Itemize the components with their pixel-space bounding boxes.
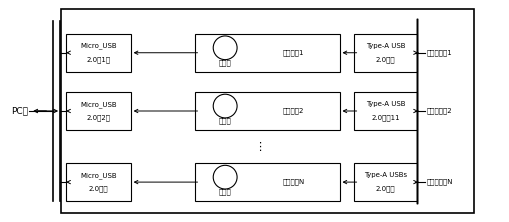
Circle shape — [213, 165, 237, 189]
Text: 2.0接1口: 2.0接1口 — [87, 56, 110, 63]
Text: 待检测设备1: 待检测设备1 — [427, 50, 453, 56]
Text: 2.0接2口: 2.0接2口 — [87, 115, 110, 121]
Text: PC机: PC机 — [11, 107, 28, 115]
Text: 2.0接口11: 2.0接口11 — [372, 115, 400, 121]
Bar — [354, 163, 417, 201]
Bar — [66, 34, 131, 71]
Bar — [66, 92, 131, 130]
Text: 指示灯: 指示灯 — [219, 189, 232, 195]
Text: 待检建设备2: 待检建设备2 — [427, 108, 453, 114]
Circle shape — [213, 36, 237, 60]
Text: 待检测设备N: 待检测设备N — [427, 179, 454, 185]
Bar — [195, 34, 340, 71]
Bar — [195, 92, 340, 130]
Text: Micro_USB: Micro_USB — [80, 172, 117, 179]
Text: Type-A USB: Type-A USB — [366, 43, 406, 49]
Text: ⋮: ⋮ — [254, 142, 266, 152]
Text: Type-A USB: Type-A USB — [366, 101, 406, 107]
Bar — [354, 92, 417, 130]
Text: 2.0接口: 2.0接口 — [376, 186, 395, 192]
Text: 2.0接口: 2.0接口 — [89, 186, 108, 192]
Text: 指示灯: 指示灯 — [219, 59, 232, 66]
Bar — [61, 9, 474, 213]
Text: 核心电路1: 核心电路1 — [282, 50, 304, 56]
Text: Micro_USB: Micro_USB — [80, 101, 117, 108]
Bar — [66, 163, 131, 201]
Text: 2.0接口: 2.0接口 — [376, 56, 395, 63]
Text: 核心电路2: 核心电路2 — [282, 108, 304, 114]
Bar — [195, 163, 340, 201]
Text: Micro_USB: Micro_USB — [80, 43, 117, 49]
Text: Type-A USBs: Type-A USBs — [364, 172, 407, 178]
Text: 指示灯: 指示灯 — [219, 118, 232, 124]
Bar — [354, 34, 417, 71]
Circle shape — [213, 94, 237, 118]
Text: 核心电路N: 核心电路N — [282, 179, 304, 185]
